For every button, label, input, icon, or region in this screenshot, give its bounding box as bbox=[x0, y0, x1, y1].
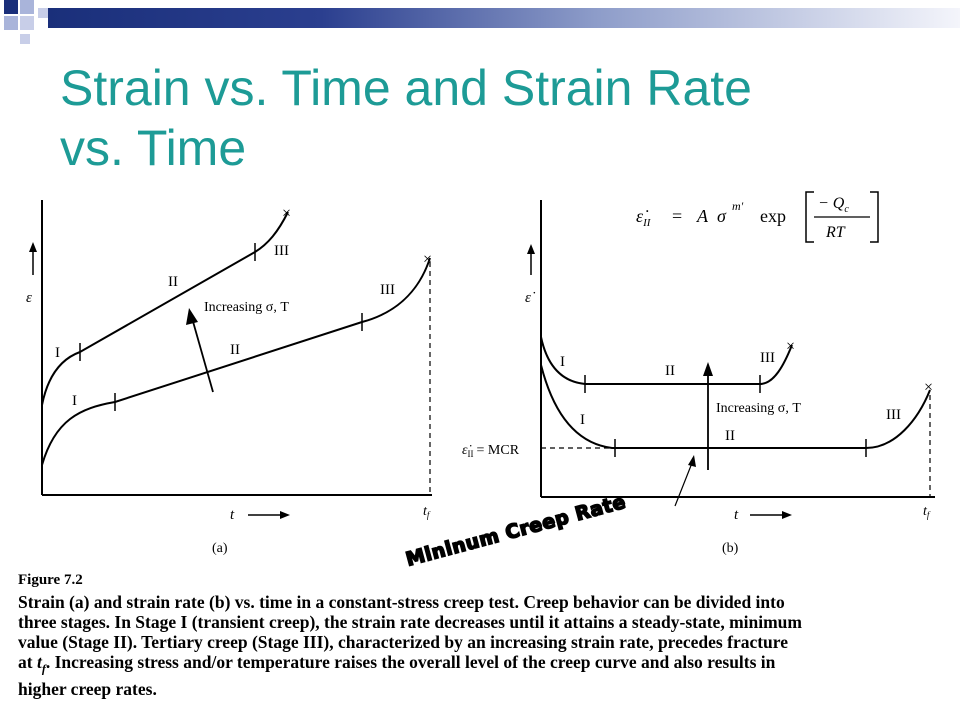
panel-b-y-arrowhead bbox=[527, 244, 535, 254]
panel-a-tf-label: tf bbox=[423, 504, 431, 520]
equation-denominator: RT bbox=[825, 224, 846, 241]
panel-b-x-label: t bbox=[734, 507, 739, 523]
equation-numerator: − Qc bbox=[818, 195, 849, 215]
panel-b-upper-stage-1: I bbox=[560, 354, 565, 370]
panel-a-upper-stage-3: III bbox=[274, 243, 289, 259]
panel-a-lower-curve bbox=[41, 257, 431, 466]
annotation-pointer-head bbox=[688, 455, 696, 467]
title-line-2: vs. Time bbox=[60, 120, 247, 176]
caption-line-3: value (Stage II). Tertiary creep (Stage … bbox=[18, 632, 789, 652]
header-gradient-bar bbox=[48, 8, 960, 28]
panel-a-fracture-mark-upper: × bbox=[282, 205, 291, 222]
figure-caption: Figure 7.2 Strain (a) and strain rate (b… bbox=[18, 570, 948, 699]
deco-square-dark-2 bbox=[20, 16, 34, 30]
equation-left-bracket bbox=[805, 191, 814, 243]
panel-b-arrow-label: Increasing σ, T bbox=[716, 401, 801, 416]
slide-title: Strain vs. Time and Strain Rate vs. Time bbox=[60, 58, 940, 178]
caption-line-5: higher creep rates. bbox=[18, 678, 157, 699]
panel-a-lower-stage-2: II bbox=[230, 342, 240, 358]
panel-b-lower-curve bbox=[540, 364, 931, 449]
panel-a-labels: ε × × I II III I II III Increasing σ, T … bbox=[26, 205, 432, 556]
deco-square-light-2 bbox=[4, 16, 18, 30]
creep-rate-equation: ε̇II = A σ m' exp − Qc RT bbox=[636, 195, 849, 241]
deco-square-small-2 bbox=[20, 34, 30, 44]
equation-brackets bbox=[805, 191, 879, 243]
creep-figure: ε × × I II III I II III Increasing σ, T … bbox=[26, 191, 935, 570]
equation-sigma: σ bbox=[717, 206, 727, 226]
equation-equals: = bbox=[672, 206, 682, 226]
caption-line-4-b: . Increasing stress and/or temperature r… bbox=[45, 652, 776, 672]
deco-square-dark-1 bbox=[4, 0, 18, 14]
equation-m-sup: m' bbox=[732, 199, 744, 213]
panel-a-sublabel: (a) bbox=[212, 541, 228, 556]
panel-b-lower-stage-3: III bbox=[886, 407, 901, 423]
caption-line-2: three stages. In Stage I (transient cree… bbox=[18, 612, 802, 632]
panel-b-y-label: ε̇ bbox=[525, 290, 536, 306]
panel-a-x-arrowhead bbox=[280, 511, 290, 519]
deco-square-light-1 bbox=[20, 0, 34, 14]
panel-b-tf-label: tf bbox=[923, 504, 931, 520]
panel-b-x-arrowhead bbox=[782, 511, 792, 519]
annotation-pointer-line bbox=[674, 462, 693, 507]
panel-b-lower-stage-1: I bbox=[580, 412, 585, 428]
equation-exp: exp bbox=[760, 206, 786, 226]
caption-tf: tf bbox=[36, 652, 46, 676]
equation-right-bracket bbox=[870, 191, 879, 243]
panel-a-fracture-mark-lower: × bbox=[423, 251, 432, 268]
panel-a-lower-stage-3: III bbox=[380, 282, 395, 298]
minimum-creep-rate-annotation: Mininum Creep Rate bbox=[404, 491, 629, 570]
equation-lhs: ε̇II bbox=[636, 206, 652, 229]
panel-b-lower-stage-2: II bbox=[725, 428, 735, 444]
caption-line-4-a: at bbox=[18, 652, 37, 672]
panel-b-upper-stage-3: III bbox=[760, 350, 775, 366]
panel-a bbox=[29, 200, 432, 519]
caption-heading: Figure 7.2 bbox=[18, 572, 83, 588]
panel-a-arrowhead bbox=[186, 308, 198, 325]
title-line-1: Strain vs. Time and Strain Rate bbox=[60, 60, 752, 116]
deco-square-small bbox=[38, 8, 48, 18]
panel-b bbox=[527, 200, 935, 519]
panel-b-labels: ε̇ × × I II III I II III Increasing σ, T… bbox=[462, 290, 933, 556]
panel-a-arrow-label: Increasing σ, T bbox=[204, 300, 289, 315]
panel-a-upper-stage-2: II bbox=[168, 274, 178, 290]
panel-a-increasing-arrow bbox=[191, 317, 214, 393]
panel-a-upper-stage-1: I bbox=[55, 345, 60, 361]
panel-a-y-label: ε bbox=[26, 290, 32, 306]
panel-b-mcr-label: ε̇II = MCR bbox=[462, 443, 520, 459]
caption-line-4: at tf. Increasing stress and/or temperat… bbox=[18, 652, 948, 679]
panel-b-fracture-mark-upper: × bbox=[786, 338, 795, 355]
panel-a-lower-stage-1: I bbox=[72, 393, 77, 409]
panel-a-x-label: t bbox=[230, 507, 235, 523]
panel-b-sublabel: (b) bbox=[722, 541, 739, 556]
panel-b-upper-stage-2: II bbox=[665, 363, 675, 379]
panel-a-y-arrowhead bbox=[29, 242, 37, 252]
panel-b-fracture-mark-lower: × bbox=[924, 379, 933, 396]
caption-line-1: Strain (a) and strain rate (b) vs. time … bbox=[18, 592, 785, 612]
panel-b-arrowhead bbox=[703, 362, 713, 376]
equation-A: A bbox=[696, 206, 709, 226]
